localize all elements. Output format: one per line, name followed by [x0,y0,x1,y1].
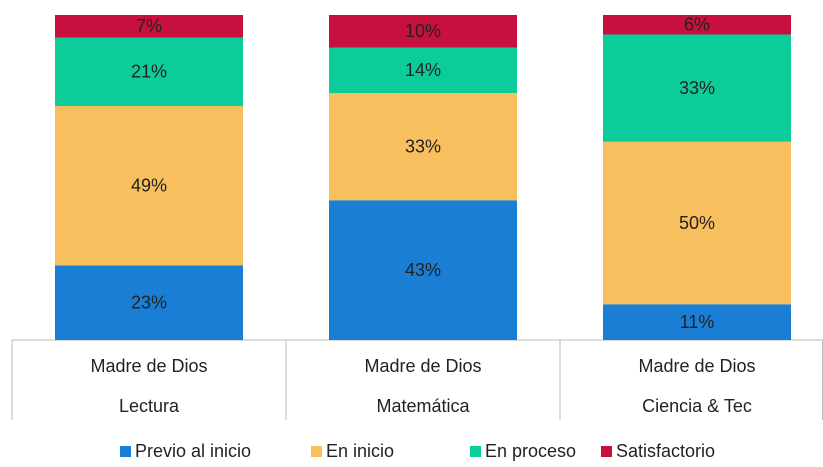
bar-segment [55,265,243,340]
legend-swatch [601,446,612,457]
x-tick-label: Ciencia & Tec [642,396,752,416]
data-label: 49% [131,175,167,195]
legend-swatch [120,446,131,457]
legend-swatch [470,446,481,457]
data-label: 43% [405,260,441,280]
bar-segment [329,15,517,48]
data-label: 23% [131,292,167,312]
bar-segment [603,15,791,35]
x-tick-label: Lectura [119,396,180,416]
bar-segment [329,200,517,340]
x-tick-label: Madre de Dios [364,356,481,376]
data-label: 21% [131,62,167,82]
bar-segment [603,34,791,142]
bar-segment [55,15,243,38]
bar-segment [329,47,517,93]
bar-segment [329,93,517,201]
data-label: 50% [679,213,715,233]
x-tick-label: Madre de Dios [638,356,755,376]
data-label: 7% [136,16,162,36]
bar-segment [603,141,791,305]
legend-swatch [311,446,322,457]
x-tick-label: Matemática [376,396,470,416]
x-tick-label: Madre de Dios [90,356,207,376]
legend-label: Satisfactorio [616,441,715,461]
bar-segment [603,304,791,340]
bar-segment [55,106,243,266]
data-label: 6% [684,15,710,35]
data-label: 10% [405,21,441,41]
bar-segment [55,37,243,106]
data-label: 14% [405,60,441,80]
data-label: 33% [405,136,441,156]
legend-label: Previo al inicio [135,441,251,461]
data-label: 33% [679,78,715,98]
data-label: 11% [680,312,715,332]
legend-label: En inicio [326,441,394,461]
legend-label: En proceso [485,441,576,461]
